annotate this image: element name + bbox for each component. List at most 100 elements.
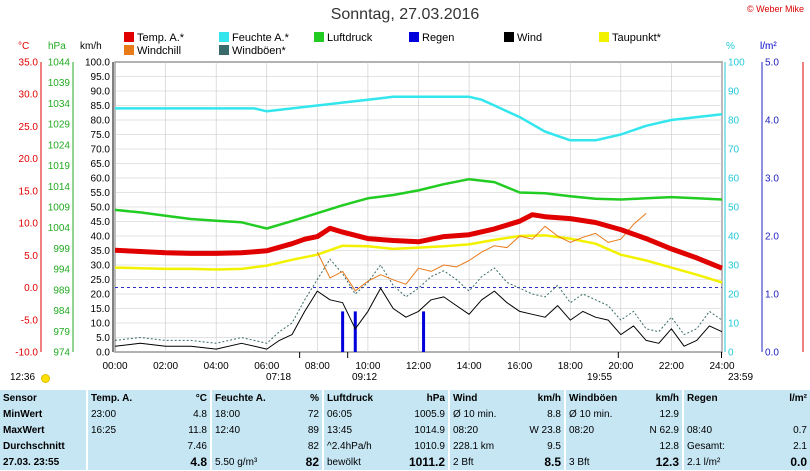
stats-cell: Ø 10 min. [448, 406, 518, 422]
stats-header-press: Luftdruck [322, 390, 400, 406]
rain-bar [422, 311, 426, 352]
stats-cell: 08:20 [448, 422, 518, 438]
y-tick-label-hum: 0 [728, 348, 734, 359]
stats-cell: 12.8 [659, 440, 679, 452]
x-tick-label: 06:00 [254, 361, 279, 372]
stats-header-rain: Regen [682, 390, 752, 406]
stats-cell: ^2.4hPa/h [322, 438, 400, 454]
y-tick-label-wind: 55.0 [91, 188, 111, 199]
stats-cell: 2.1 [793, 440, 807, 452]
stats-cell: 06:05 [322, 406, 400, 422]
stats-cell: 4.8 [190, 455, 207, 469]
x-tick-label: 08:00 [305, 361, 330, 372]
series-line-windben [114, 258, 723, 344]
stats-row-label: MinWert [3, 408, 43, 420]
y-tick-label-wind: 5.0 [96, 333, 110, 344]
x-tick-label: 02:00 [153, 361, 178, 372]
stats-cell: N 62.9 [649, 424, 679, 436]
stats-header-wind-unit: km/h [537, 392, 561, 404]
y-tick-label-hum: 60 [728, 174, 740, 185]
x-tick-label: 14:00 [457, 361, 482, 372]
y-tick-label-wind: 15.0 [91, 304, 111, 315]
y-tick-label-wind: 45.0 [91, 217, 111, 228]
y-tick-label-hum: 30 [728, 261, 740, 272]
y-tick-label-temp: 10.0 [19, 219, 39, 230]
x-tick-label: 12:00 [406, 361, 431, 372]
y-tick-label-rain: 4.0 [765, 116, 779, 127]
y-tick-label-press: 989 [53, 285, 70, 296]
stats-cell: 11.8 [188, 424, 207, 436]
civil-dusk-time: 23:59 [728, 372, 754, 383]
legend-item-rain: Regen [409, 32, 454, 44]
series-line-wind [114, 287, 723, 350]
y-tick-label-wind: 30.0 [91, 261, 111, 272]
y-tick-label-press: 1029 [48, 120, 71, 131]
stats-header-gust-unit: km/h [655, 392, 679, 404]
y-tick-label-wind: 65.0 [91, 159, 111, 170]
stats-cell: 08:40 [682, 422, 752, 438]
stats-header-temp: Temp. A. [86, 390, 164, 406]
stats-cell: 16:25 [86, 422, 164, 438]
y-tick-label-wind: 80.0 [91, 116, 111, 127]
axis-unit-humidity: % [726, 41, 735, 52]
sun-icon [41, 374, 50, 383]
x-tick-label: 18:00 [558, 361, 583, 372]
stats-table: Sensor Temp. A. °C Feuchte A. % Luftdruc… [0, 390, 810, 470]
series-line-tempa [114, 212, 723, 271]
stats-cell [86, 454, 164, 470]
y-tick-label-hum: 20 [728, 290, 740, 301]
y-tick-label-wind: 85.0 [91, 101, 111, 112]
stats-cell: 18:00 [210, 406, 288, 422]
y-tick-label-temp: 35.0 [19, 58, 39, 69]
legend-item-humidity: Feuchte A.* [219, 32, 289, 44]
y-tick-label-temp: -5.0 [21, 315, 39, 326]
axis-unit-wind: km/h [80, 41, 102, 52]
stats-cell: 4.8 [193, 408, 207, 420]
stats-cell: W 23.8 [529, 424, 561, 436]
stats-cell: 82 [305, 455, 319, 469]
stats-header-wind: Wind [448, 390, 518, 406]
stats-header-temp-unit: °C [195, 392, 207, 404]
axis-unit-temp: °C [18, 41, 30, 52]
stats-cell: 2.1 l/m² [682, 454, 752, 470]
y-tick-label-rain: 1.0 [765, 290, 779, 301]
y-tick-label-press: 1024 [48, 140, 71, 151]
y-tick-label-press: 1019 [48, 161, 71, 172]
y-tick-label-wind: 75.0 [91, 130, 111, 141]
stats-cell [86, 438, 164, 454]
rain-bar [353, 311, 357, 352]
stats-cell: 0.7 [793, 424, 807, 436]
y-tick-label-rain: 0.0 [765, 348, 779, 359]
y-tick-label-temp: 20.0 [19, 154, 39, 165]
axis-unit-rain: l/m² [760, 41, 777, 52]
y-tick-label-hum: 50 [728, 203, 740, 214]
stats-cell: 13:45 [322, 422, 400, 438]
stats-row-current: 27.03. 23:55 4.8 5.50 g/m³ 82 bewölkt 10… [0, 454, 810, 470]
rain-bar [341, 311, 345, 352]
y-tick-label-press: 979 [53, 327, 70, 338]
legend-item-pressure: Luftdruck [314, 32, 372, 44]
y-tick-label-press: 1034 [48, 99, 71, 110]
stats-cell: 12:40 [210, 422, 288, 438]
stats-cell: 8.8 [547, 408, 561, 420]
stats-cell: 1011.2 [408, 455, 445, 469]
y-tick-label-temp: 0.0 [24, 283, 38, 294]
stats-cell: 12.3 [655, 455, 679, 469]
stats-cell: 12.9 [659, 408, 679, 420]
series-line-windchill [316, 213, 647, 292]
stats-cell: 5.50 g/m³ [210, 454, 288, 470]
y-tick-label-hum: 90 [728, 87, 740, 98]
stats-row-label: 27.03. 23:55 [3, 456, 60, 468]
stats-cell [752, 406, 810, 422]
y-tick-label-hum: 40 [728, 232, 740, 243]
y-tick-label-hum: 80 [728, 116, 740, 127]
y-tick-label-temp: -10.0 [15, 348, 38, 359]
stats-header-row: Sensor Temp. A. °C Feuchte A. % Luftdruc… [0, 390, 810, 406]
y-tick-label-press: 1004 [48, 223, 71, 234]
stats-cell: 1005.9 [414, 408, 445, 420]
stats-cell: bewölkt [322, 454, 400, 470]
stats-cell [564, 438, 634, 454]
stats-cell: 23:00 [86, 406, 164, 422]
stats-header-sensor: Sensor [3, 392, 37, 404]
y-tick-label-rain: 5.0 [765, 58, 779, 69]
